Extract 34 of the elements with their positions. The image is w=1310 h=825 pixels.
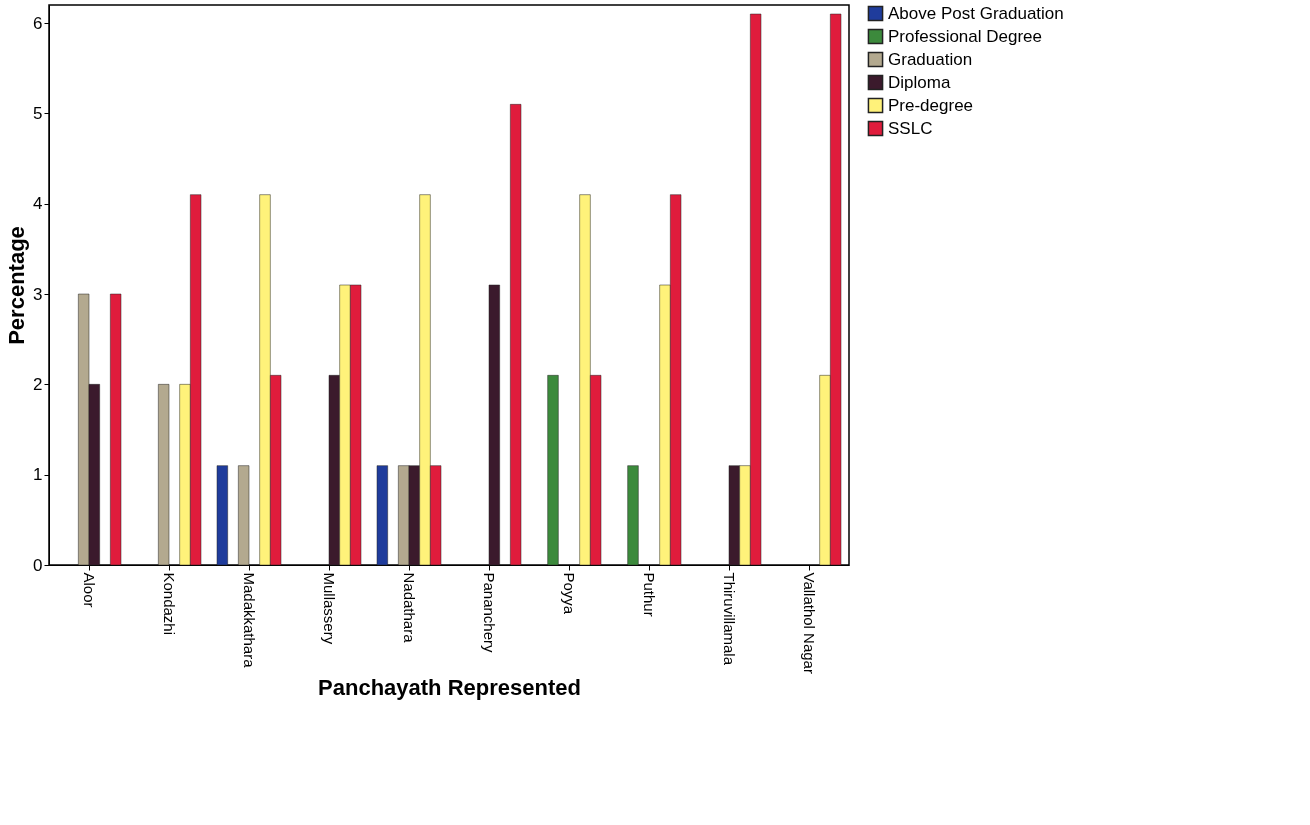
legend-label: SSLC	[888, 118, 933, 138]
bar	[547, 375, 559, 566]
legend-label: Pre-degree	[888, 95, 974, 115]
bar	[158, 384, 170, 566]
legend-label: Diploma	[888, 72, 951, 92]
x-tick-label: Mullassery	[321, 572, 338, 645]
x-tick-label: Kondazhi	[161, 572, 178, 636]
y-tick-label: 4	[33, 194, 43, 214]
x-tick-label: Pananchery	[481, 572, 498, 654]
legend-label: Professional Degree	[888, 26, 1043, 46]
y-tick-label: 6	[33, 13, 43, 33]
x-tick-label: Nadathara	[401, 572, 418, 644]
bar	[238, 465, 250, 566]
y-tick-label: 3	[33, 284, 43, 304]
legend-label: Graduation	[888, 49, 973, 69]
legend-label: Above Post Graduation	[888, 3, 1064, 23]
y-tick-label: 5	[33, 103, 43, 123]
x-tick-label: Vallathol Nagar	[801, 572, 818, 674]
x-axis-title: Panchayath Represented	[318, 674, 581, 700]
y-tick-label: 0	[33, 555, 43, 575]
y-tick-label: 1	[33, 465, 43, 485]
x-tick-label: Puthur	[641, 572, 658, 617]
bar	[488, 284, 500, 566]
y-tick-label: 2	[33, 374, 43, 394]
x-tick-label: Aloor	[81, 572, 98, 608]
x-tick-label: Poyya	[561, 572, 578, 615]
y-axis-title: Percentage	[4, 226, 30, 345]
x-tick-label: Madakkathara	[241, 572, 258, 669]
bar	[627, 465, 639, 566]
x-tick-label: Thiruvillamala	[721, 572, 738, 666]
bar	[216, 465, 228, 566]
bar	[510, 104, 522, 566]
bar	[110, 293, 122, 566]
bar	[376, 465, 388, 566]
